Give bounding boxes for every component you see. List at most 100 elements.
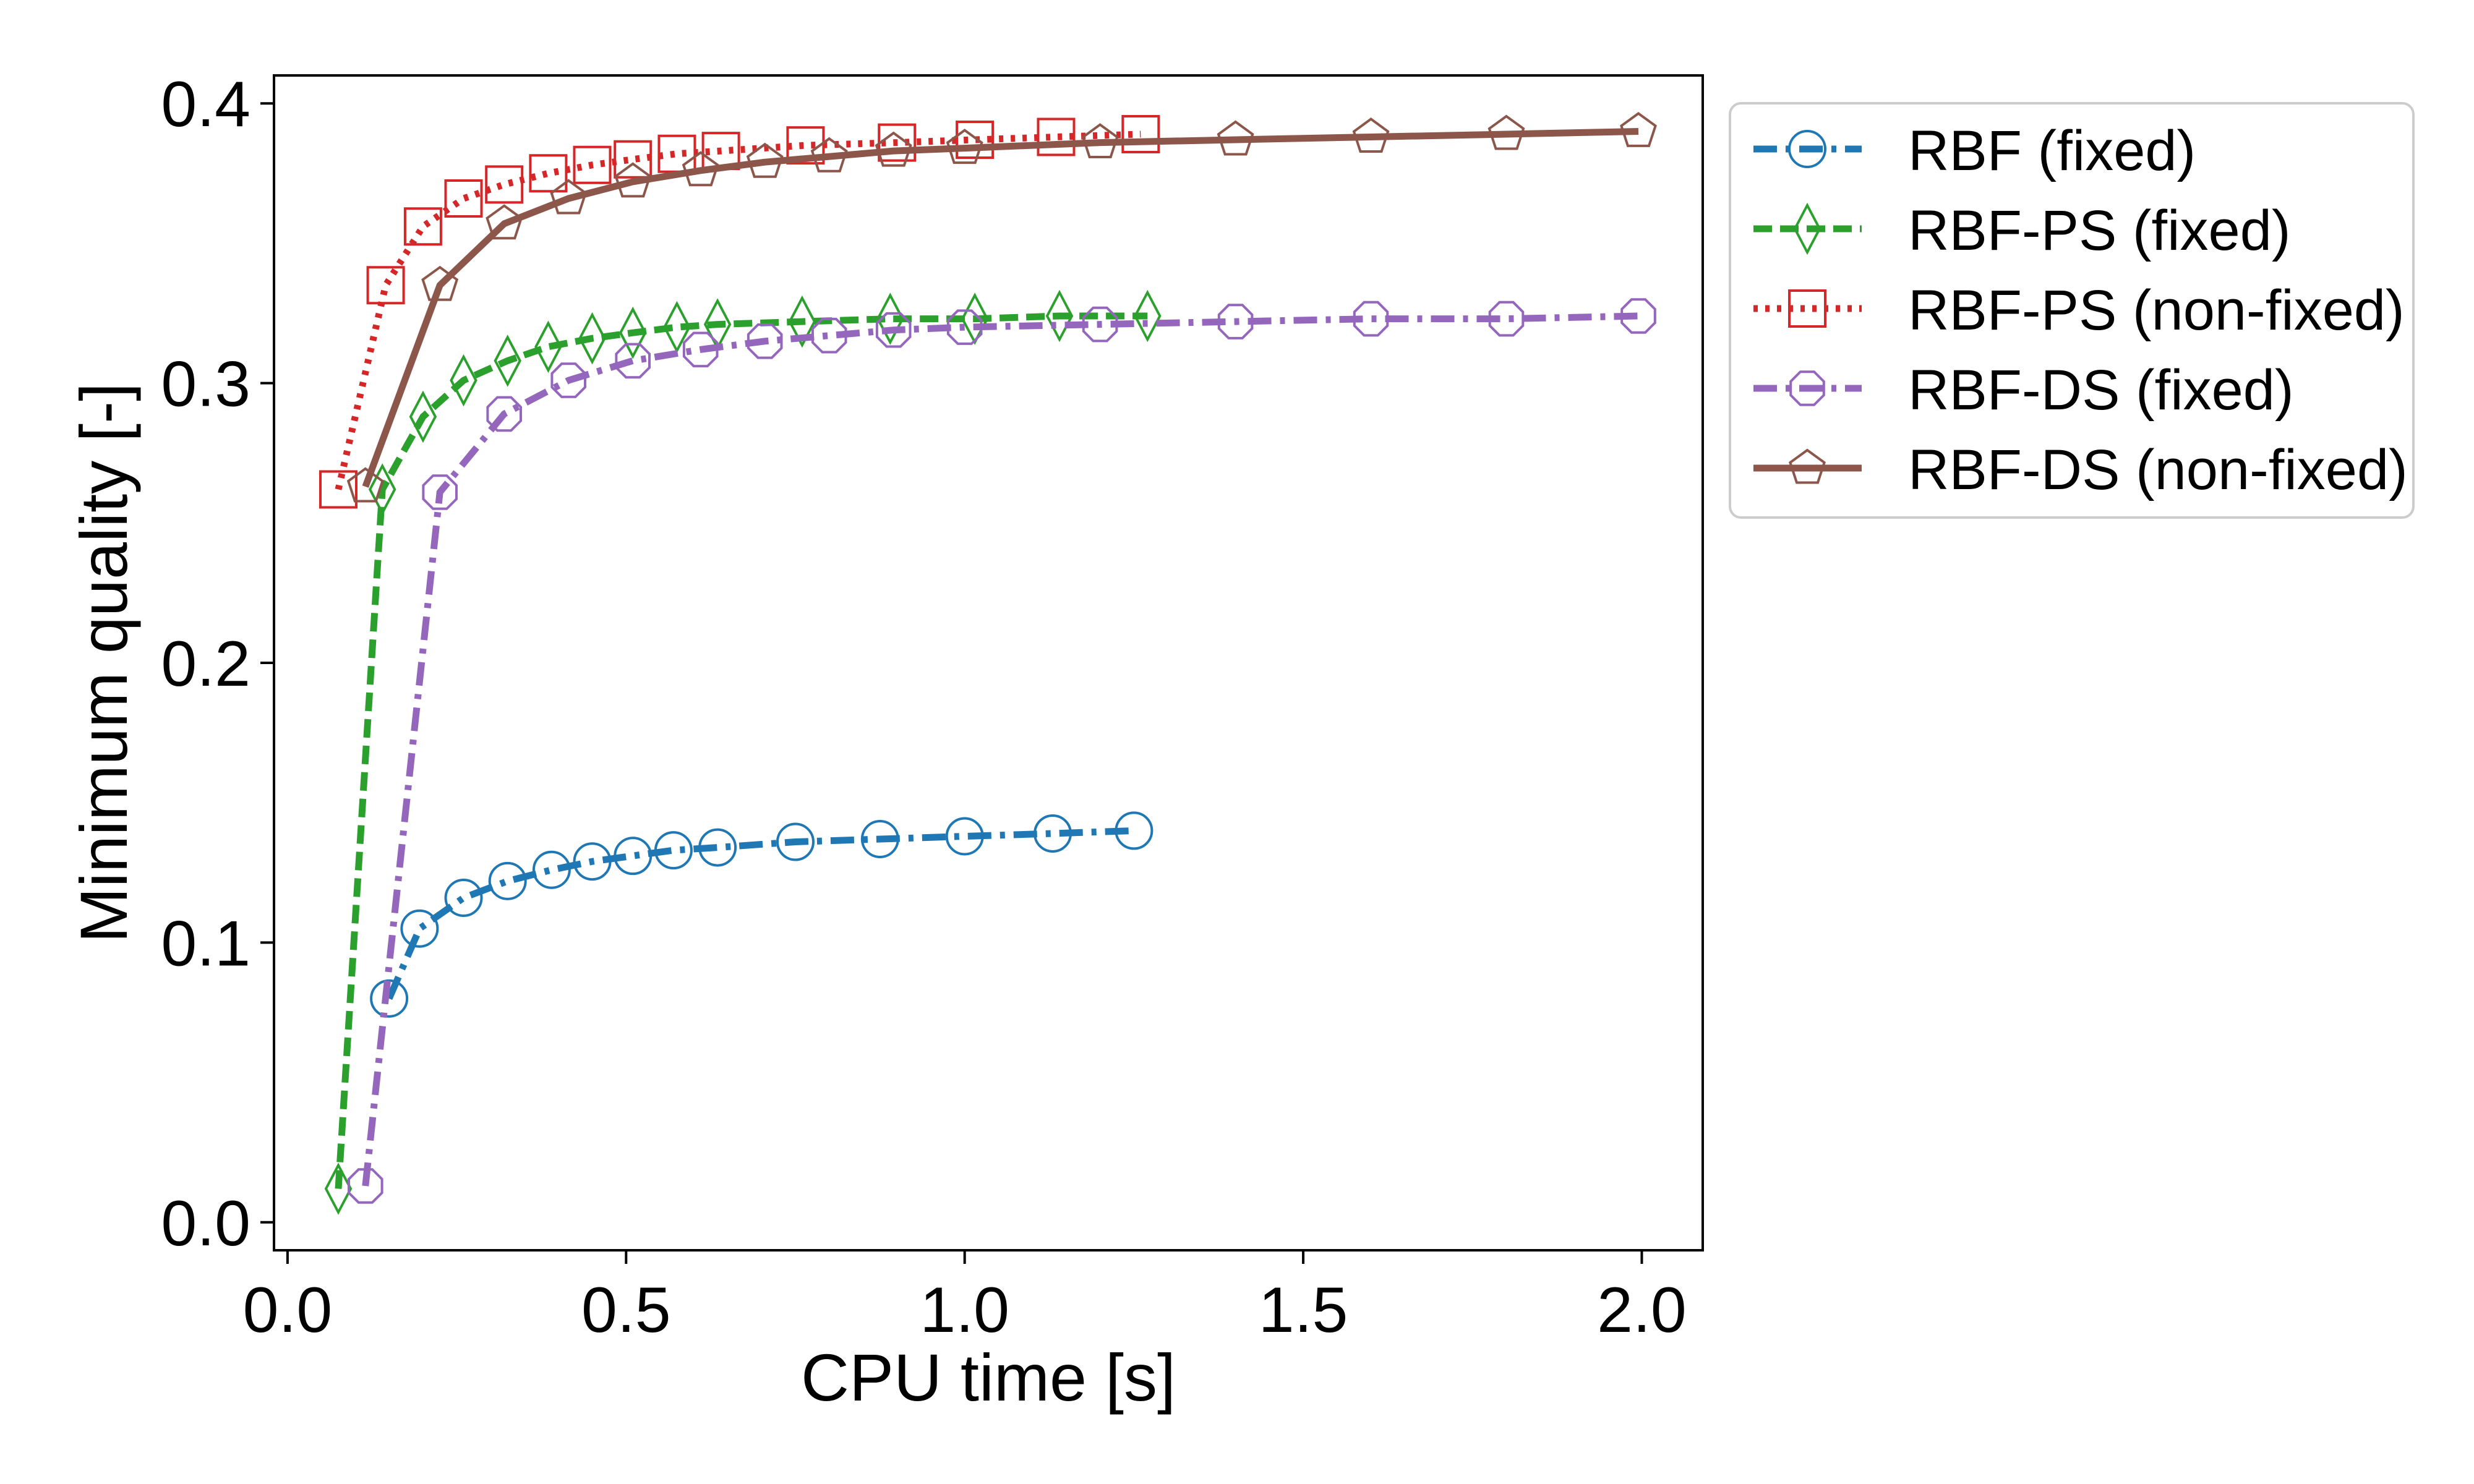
series-3-point-14 [1620, 298, 1656, 334]
series-1-point-13 [1045, 289, 1074, 343]
series-1-point-0 [324, 1162, 353, 1215]
series-0-point-9 [776, 822, 815, 861]
x-axis: 0.0 0.5 1.0 1.5 2.0 [243, 1250, 1687, 1346]
series-0-point-3 [488, 861, 527, 900]
series-4-point-10 [1081, 123, 1119, 158]
series-line-3 [362, 312, 1639, 1187]
x-axis-label: CPU time [s] [801, 1340, 1176, 1415]
legend: RBF (fixed) RBF-PS (fixed) RBF-PS (non-fix… [1729, 102, 2415, 519]
series-1-point-5 [534, 320, 562, 373]
series-3-point-5 [682, 331, 719, 368]
legend-item-3: RBF-DS (fixed) [1753, 359, 2294, 422]
series-3-point-9 [946, 309, 983, 345]
series-3-point-10 [1082, 306, 1118, 343]
series-3-point-8 [875, 312, 912, 348]
series-3-point-3 [550, 362, 586, 398]
x-tick-label-2: 1.0 [920, 1274, 1009, 1346]
series-4-point-7 [810, 137, 848, 173]
legend-marker-3 [1789, 370, 1825, 406]
series-0-point-8 [698, 828, 737, 867]
legend-label-3: RBF-DS (fixed) [1908, 359, 2294, 422]
series-2-point-6 [573, 145, 612, 184]
series-0-point-1 [400, 909, 439, 948]
series-line-0 [386, 827, 1134, 1000]
y-tick-label-2: 0.2 [161, 628, 250, 700]
legend-marker-0 [1788, 130, 1826, 168]
y-axis: 0.0 0.1 0.2 0.3 0.4 [161, 69, 274, 1260]
series-0-point-2 [444, 879, 483, 917]
series-1-point-11 [876, 292, 904, 345]
series-2-point-0 [319, 470, 357, 509]
x-tick-label-3: 1.5 [1259, 1274, 1348, 1346]
legend-marker-4 [1789, 448, 1826, 484]
series-1-point-6 [578, 312, 606, 365]
legend-label-0: RBF (fixed) [1908, 119, 2196, 182]
series-2-point-5 [529, 154, 568, 193]
series-4-point-0 [346, 467, 384, 503]
series-0 [370, 811, 1154, 1018]
series-0-point-10 [860, 820, 899, 858]
series-2-point-10 [786, 126, 825, 165]
series-2-point-11 [878, 123, 917, 162]
series-2 [319, 115, 1160, 509]
y-tick-label-3: 0.3 [161, 349, 250, 420]
series-4-point-6 [746, 142, 784, 178]
series-0-point-7 [654, 831, 693, 870]
series-0-point-13 [1115, 811, 1154, 850]
legend-marker-1 [1793, 202, 1821, 255]
legend-item-1: RBF-PS (fixed) [1753, 199, 2291, 262]
series-4-point-14 [1620, 112, 1657, 147]
series-1 [324, 289, 1162, 1215]
legend-label-1: RBF-PS (fixed) [1908, 199, 2291, 262]
y-tick-label-4: 0.4 [161, 69, 250, 140]
series-3-point-12 [1353, 301, 1389, 337]
series-0-point-6 [614, 837, 653, 876]
y-tick-label-1: 0.1 [161, 908, 250, 979]
series-line-4 [362, 128, 1639, 488]
series-2-point-1 [366, 266, 405, 305]
y-tick-label-0: 0.0 [161, 1188, 250, 1260]
y-axis-label: Minimum quality [-] [66, 383, 141, 943]
series-4-point-3 [550, 179, 588, 215]
series-1-point-10 [788, 295, 816, 348]
series-1-point-1 [368, 463, 396, 516]
x-tick-label-0: 0.0 [243, 1274, 333, 1346]
series-0-point-4 [532, 850, 571, 889]
series-4-point-9 [946, 129, 983, 164]
legend-marker-2 [1788, 289, 1826, 328]
series-3-point-2 [486, 396, 522, 432]
series-line-2 [335, 130, 1141, 490]
series-3-point-6 [747, 323, 783, 359]
series-2-point-3 [444, 179, 483, 218]
series-1-point-2 [409, 390, 437, 443]
series-0-point-12 [1034, 814, 1072, 853]
legend-label-4: RBF-DS (non-fixed) [1908, 438, 2408, 501]
series-4-point-12 [1352, 117, 1390, 153]
series-4-point-2 [486, 204, 523, 240]
series-2-point-2 [403, 207, 442, 246]
series-0-point-5 [573, 842, 612, 881]
series-3 [348, 298, 1656, 1204]
series-4-point-8 [875, 131, 912, 167]
series-1-point-14 [1134, 289, 1162, 343]
series-4-point-1 [421, 265, 459, 301]
series-0-point-0 [370, 979, 409, 1018]
series-1-point-7 [618, 306, 647, 359]
series-1-point-4 [494, 335, 521, 387]
series-4-point-4 [614, 162, 652, 198]
series-3-point-11 [1217, 304, 1254, 339]
series-3-point-1 [422, 474, 458, 510]
series-3-point-13 [1488, 301, 1525, 337]
series-4 [346, 112, 1657, 503]
series-4-point-11 [1217, 120, 1254, 156]
series-2-point-4 [485, 165, 524, 204]
legend-label-2: RBF-PS (non-fixed) [1908, 279, 2405, 342]
series-3-point-0 [348, 1168, 383, 1204]
legend-item-0: RBF (fixed) [1753, 119, 2196, 182]
legend-item-2: RBF-PS (non-fixed) [1753, 279, 2405, 342]
plot-marks [319, 112, 1657, 1215]
series-line-1 [335, 312, 1148, 1189]
legend-item-4: RBF-DS (non-fixed) [1753, 438, 2408, 501]
series-4-point-13 [1487, 114, 1525, 150]
